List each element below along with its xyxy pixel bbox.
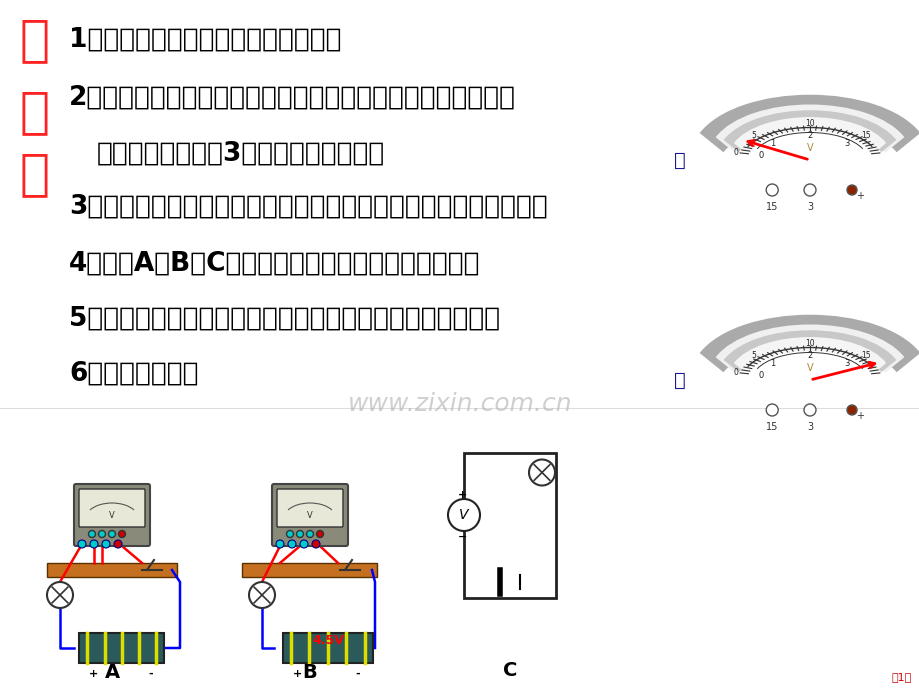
Text: 2: 2 [807,351,811,360]
Text: 5、指出甲、乙电压表测量示数产生原因，并说出纠正方法。: 5、指出甲、乙电压表测量示数产生原因，并说出纠正方法。 [69,306,500,332]
Text: 0: 0 [732,368,738,377]
Text: 1、电压表作用是＿＿＿＿＿＿＿＿。: 1、电压表作用是＿＿＿＿＿＿＿＿。 [69,27,341,53]
Text: 5: 5 [751,351,755,360]
Text: 5: 5 [751,131,755,140]
Text: 4、说出A、B、C中用电压表测灯泡电压不恰当地方。: 4、说出A、B、C中用电压表测灯泡电压不恰当地方。 [69,250,480,277]
Circle shape [98,531,106,538]
Circle shape [88,531,96,538]
Text: 3、电压表要＿联在待测电路两端，而且要让电流从＿＿＿＿流入。: 3、电压表要＿联在待测电路两端，而且要让电流从＿＿＿＿流入。 [69,194,547,220]
Bar [463,453,555,598]
Circle shape [846,405,857,415]
Text: 0: 0 [757,371,763,380]
Circle shape [288,540,296,548]
Text: +: + [293,669,302,679]
Text: 1: 1 [769,359,775,368]
Circle shape [249,582,275,608]
Text: 乙: 乙 [674,371,685,389]
Circle shape [114,540,122,548]
Text: 3: 3 [806,422,812,432]
Text: V: V [459,508,469,522]
Text: 6、电压表读数。: 6、电压表读数。 [69,361,199,387]
Text: -: - [356,669,360,679]
Circle shape [90,540,98,548]
Text: V: V [806,363,812,373]
Text: +: + [855,411,863,421]
Circle shape [276,540,284,548]
Bar [47,563,176,577]
Circle shape [119,531,125,538]
Circle shape [766,404,777,416]
Text: -: - [148,669,153,679]
Text: 第1页: 第1页 [891,672,911,682]
Text: +: + [855,191,863,201]
Circle shape [286,531,293,538]
Bar [0,408,919,690]
Circle shape [528,460,554,486]
Text: 15: 15 [860,351,870,360]
FancyBboxPatch shape [74,484,150,546]
Text: 3: 3 [844,139,849,148]
Circle shape [108,531,116,538]
Text: www.zixin.com.cn: www.zixin.com.cn [347,392,572,415]
Text: 2: 2 [807,132,811,141]
Bar [79,633,165,663]
Circle shape [316,531,323,538]
Bar [283,633,372,663]
Text: V: V [109,511,115,520]
Text: +: + [458,490,467,500]
FancyBboxPatch shape [277,489,343,527]
Circle shape [47,582,73,608]
FancyBboxPatch shape [272,484,347,546]
Text: V: V [307,511,312,520]
Circle shape [300,540,308,548]
Circle shape [312,540,320,548]
Text: 10: 10 [804,339,814,348]
Text: −: − [458,532,467,542]
Circle shape [102,540,110,548]
Text: 3: 3 [844,359,849,368]
Circle shape [803,404,815,416]
Circle shape [78,540,85,548]
Text: 15: 15 [766,202,777,212]
Text: 15: 15 [766,422,777,432]
Circle shape [766,184,777,196]
Text: 0: 0 [732,148,738,157]
FancyBboxPatch shape [79,489,145,527]
Text: 15: 15 [860,131,870,140]
Text: +: + [89,669,98,679]
Text: 0: 0 [757,150,763,159]
Circle shape [448,499,480,531]
Text: 3: 3 [806,202,812,212]
Text: C: C [503,661,516,680]
Text: 考: 考 [20,88,50,136]
Circle shape [846,185,857,195]
Text: 2、电压表有＿＿个接线柱，经组合后可有＿＿＿个量程，分别: 2、电压表有＿＿个接线柱，经组合后可有＿＿＿个量程，分别 [69,85,516,111]
Text: V: V [806,143,812,153]
Text: B: B [302,663,317,682]
Circle shape [803,184,815,196]
Text: 1: 1 [769,139,775,148]
Text: 10: 10 [804,119,814,128]
Text: 甲: 甲 [674,150,685,170]
Circle shape [296,531,303,538]
Text: A: A [105,663,119,682]
Bar [243,563,377,577]
Text: 为＿＿和＿＿，接3时分度值是＿＿＿。: 为＿＿和＿＿，接3时分度值是＿＿＿。 [96,140,384,166]
Text: 4.5V: 4.5V [312,633,344,647]
Text: 考: 考 [20,16,50,64]
Text: 你: 你 [20,150,50,198]
Circle shape [306,531,313,538]
